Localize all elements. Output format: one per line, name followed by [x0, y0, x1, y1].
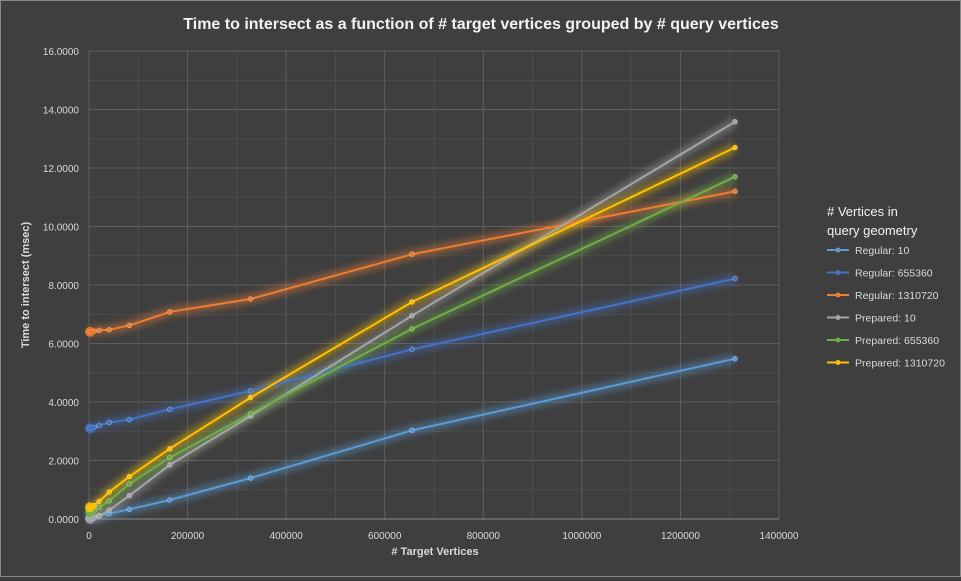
data-point — [126, 416, 133, 423]
data-point — [409, 299, 415, 305]
x-axis-ticks: 0 200000 400000 600000 800000 1000000 1200000 1… — [86, 531, 799, 542]
legend-label: Prepared: 655360 — [855, 335, 939, 347]
legend-swatch-marker — [835, 247, 841, 253]
legend-label: Prepared: 10 — [855, 313, 916, 325]
data-point — [247, 475, 254, 481]
data-point-cluster — [85, 502, 96, 513]
legend-item: Prepared: 10 — [827, 313, 916, 325]
data-point — [166, 454, 173, 461]
data-point — [106, 419, 112, 426]
y-axis-ticks: 0.0000 2.0000 4.0000 6.0000 8.0000 10.0000 12.… — [43, 47, 80, 526]
data-point — [732, 144, 738, 151]
x-tick-label: 400000 — [269, 531, 303, 542]
series-glow-4 — [87, 117, 738, 524]
legend-title-line-1: # Vertices in — [827, 204, 898, 219]
data-point — [126, 481, 133, 487]
data-point — [126, 473, 133, 480]
data-point — [96, 327, 102, 334]
data-point — [126, 506, 133, 513]
x-tick-label: 0 — [86, 531, 92, 542]
data-point — [126, 322, 133, 329]
grid-lines — [88, 50, 780, 520]
data-point — [106, 489, 112, 495]
x-axis-label: # Target Vertices — [391, 546, 478, 558]
x-tick-label: 1400000 — [760, 531, 799, 542]
legend-item: Prepared: 1310720 — [827, 358, 945, 370]
x-tick-label: 600000 — [368, 531, 402, 542]
chart-title: Time to intersect as a function of # tar… — [183, 16, 779, 33]
y-tick-label: 4.0000 — [48, 398, 79, 409]
data-point — [247, 296, 254, 302]
legend-swatch-marker — [835, 337, 841, 343]
data-point — [732, 119, 738, 125]
legend-label: Prepared: 1310720 — [855, 358, 945, 370]
data-point-cluster — [85, 326, 96, 337]
y-tick-label: 12.0000 — [43, 164, 80, 175]
data-point — [166, 446, 173, 452]
data-point — [409, 346, 415, 353]
series-6 — [85, 144, 738, 513]
x-tick-label: 1200000 — [661, 531, 700, 542]
y-tick-label: 14.0000 — [43, 106, 80, 117]
y-tick-label: 10.0000 — [43, 223, 80, 234]
y-axis-label: Time to intersect (msec) — [20, 221, 32, 348]
legend-swatch-marker — [835, 315, 841, 320]
series-4 — [85, 119, 738, 524]
data-point — [409, 312, 415, 319]
data-point — [409, 427, 415, 434]
data-point — [732, 275, 738, 282]
legend-swatch-marker — [835, 292, 841, 298]
data-point — [166, 497, 173, 503]
data-point — [247, 394, 254, 401]
y-tick-label: 0.0000 — [48, 515, 79, 526]
legend-label: Regular: 655360 — [855, 268, 933, 280]
data-point — [732, 355, 738, 362]
series-glow-layer — [87, 117, 738, 524]
data-point — [166, 462, 173, 468]
series-lines — [85, 119, 738, 524]
data-point — [106, 327, 112, 333]
legend-label: Regular: 1310720 — [855, 290, 939, 302]
y-tick-label: 2.0000 — [48, 457, 79, 468]
data-point — [247, 388, 254, 394]
data-point — [96, 422, 102, 429]
legend-item: Regular: 655360 — [827, 268, 933, 280]
data-point — [126, 492, 133, 499]
data-point — [247, 410, 254, 417]
legend-title-line-2: query geometry — [827, 223, 918, 238]
data-point — [96, 504, 102, 511]
y-tick-label: 16.0000 — [43, 47, 80, 58]
data-point — [409, 326, 415, 332]
legend: # Vertices in query geometry Regular: 10 Re… — [827, 204, 945, 370]
x-tick-label: 1000000 — [562, 531, 601, 542]
data-point — [732, 188, 738, 195]
series-2 — [85, 275, 738, 434]
x-tick-label: 800000 — [467, 531, 501, 542]
data-point-cluster — [85, 423, 96, 434]
legend-item: Regular: 10 — [827, 245, 909, 257]
legend-item: Regular: 1310720 — [827, 290, 939, 302]
x-tick-label: 200000 — [171, 531, 205, 542]
legend-swatch-marker — [835, 270, 841, 275]
data-point — [106, 498, 112, 504]
data-point-cluster — [85, 513, 96, 524]
series-3 — [85, 188, 738, 337]
legend-item: Prepared: 655360 — [827, 335, 939, 347]
data-point — [166, 309, 173, 315]
data-point — [106, 507, 112, 513]
data-point — [166, 406, 173, 413]
data-point — [409, 251, 415, 258]
legend-label: Regular: 10 — [855, 245, 909, 257]
data-point — [96, 498, 102, 505]
data-point — [732, 174, 738, 180]
legend-swatch-marker — [835, 360, 841, 365]
data-point — [96, 513, 102, 519]
y-tick-label: 6.0000 — [48, 340, 79, 351]
y-tick-label: 8.0000 — [48, 281, 79, 292]
series-glow-5 — [87, 172, 737, 517]
